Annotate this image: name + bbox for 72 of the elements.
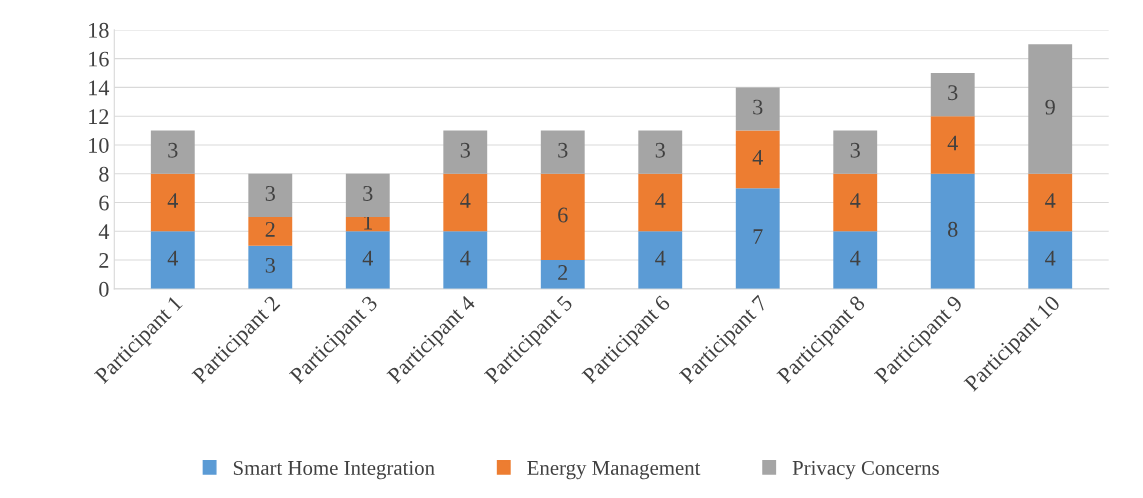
bar <box>345 216 390 232</box>
data-label: 4 <box>1045 193 1056 208</box>
data-label: 3 <box>265 257 275 273</box>
bar <box>735 87 780 131</box>
bar <box>833 173 878 232</box>
bar <box>638 173 683 232</box>
bar <box>248 173 293 217</box>
data-label: 4 <box>752 150 763 165</box>
data-label: 4 <box>460 250 471 266</box>
y-tick-label: 6 <box>99 195 109 211</box>
data-label: 8 <box>948 221 958 237</box>
legend-label: Smart Home Integration <box>233 460 435 480</box>
data-label: 4 <box>167 250 178 266</box>
bar <box>735 188 780 289</box>
data-label: 4 <box>460 193 471 208</box>
data-label: 3 <box>558 142 568 158</box>
data-label: 7 <box>753 229 763 244</box>
bar <box>638 130 683 174</box>
bar <box>150 130 195 174</box>
bar <box>248 245 293 289</box>
data-label: 3 <box>850 142 860 158</box>
y-tick-label: 16 <box>89 51 109 67</box>
data-label: 4 <box>655 193 666 208</box>
data-label: 3 <box>753 99 763 115</box>
bar <box>345 231 390 289</box>
bar <box>1028 231 1073 289</box>
bar <box>345 173 390 217</box>
legend-label: Energy Management <box>527 461 701 480</box>
data-label: 3 <box>948 85 958 101</box>
data-label: 3 <box>363 185 373 201</box>
data-label: 3 <box>168 142 178 158</box>
data-label: 2 <box>265 221 275 237</box>
bar <box>735 130 780 189</box>
bar <box>150 173 195 232</box>
y-tick-label: 10 <box>89 137 109 153</box>
bar <box>638 231 683 289</box>
data-label: 2 <box>558 265 568 280</box>
data-label: 3 <box>460 142 470 158</box>
bar <box>833 130 878 174</box>
bar <box>930 116 975 174</box>
bar <box>150 231 195 289</box>
bar <box>930 73 975 117</box>
legend-label: Privacy Concerns <box>792 460 939 480</box>
data-label: 4 <box>362 250 373 266</box>
bar <box>248 216 293 246</box>
y-tick-label: 18 <box>89 22 109 38</box>
y-tick-label: 14 <box>89 80 110 96</box>
data-label: 4 <box>1045 250 1056 266</box>
bar <box>443 130 488 174</box>
data-label: 4 <box>850 250 861 266</box>
data-label: 4 <box>655 250 666 266</box>
y-tick-label: 2 <box>99 253 109 268</box>
y-tick-label: 4 <box>98 224 110 239</box>
data-label: 4 <box>167 193 178 208</box>
y-tick-label: 12 <box>89 109 109 124</box>
data-label: 9 <box>1045 99 1055 115</box>
bar <box>1028 173 1073 232</box>
bar <box>540 173 585 261</box>
bar <box>443 173 488 232</box>
bar <box>1028 44 1073 174</box>
bar <box>540 260 585 289</box>
y-tick-label: 8 <box>99 166 109 182</box>
data-label: 4 <box>850 193 861 208</box>
y-tick-label: 0 <box>99 281 109 297</box>
bar <box>540 130 585 174</box>
data-label: 4 <box>947 135 958 151</box>
data-label: 3 <box>655 142 665 158</box>
data-label: 3 <box>265 185 275 201</box>
bar <box>930 173 975 289</box>
bar <box>443 231 488 289</box>
bar <box>833 231 878 289</box>
data-label: 6 <box>558 207 568 223</box>
